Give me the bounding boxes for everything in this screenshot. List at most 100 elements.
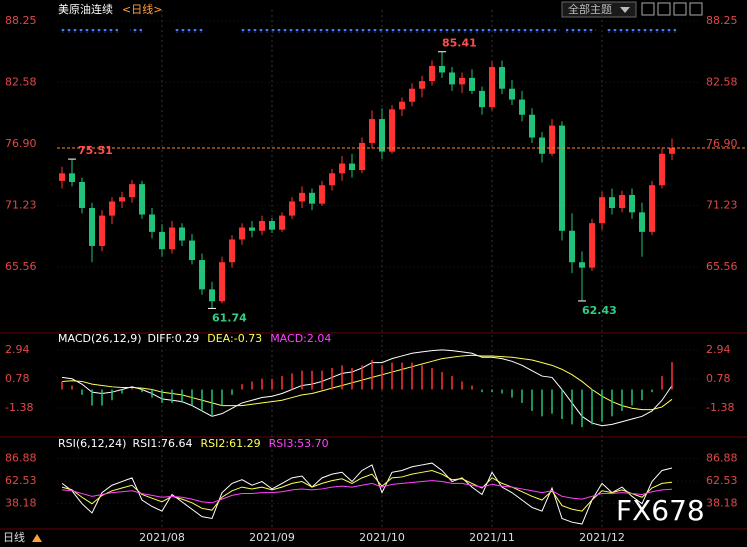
candle-body bbox=[399, 101, 405, 110]
candle-body bbox=[559, 125, 565, 231]
y-tick-label: 71.23 bbox=[5, 199, 37, 212]
candle-body bbox=[319, 185, 325, 204]
theme-dropdown[interactable] bbox=[561, 1, 637, 18]
candle-body bbox=[499, 67, 505, 89]
candle-body bbox=[109, 201, 115, 216]
signal-dots bbox=[60, 29, 676, 33]
candle-body bbox=[429, 65, 435, 82]
candle-body bbox=[189, 240, 195, 261]
y-tick-label-right: 38.18 bbox=[706, 497, 738, 510]
x-tick-label: 2021/11 bbox=[469, 531, 515, 544]
y-tick-label: 2.94 bbox=[5, 343, 30, 356]
candle-body bbox=[649, 185, 655, 232]
y-tick-label-right: 88.25 bbox=[706, 14, 738, 27]
theme-text[interactable]: 全部主题 bbox=[568, 2, 612, 16]
icon-button[interactable] bbox=[673, 2, 687, 16]
legend-entry: MACD:2.04 bbox=[270, 332, 331, 345]
candle-body bbox=[179, 227, 185, 241]
candle-body bbox=[629, 194, 635, 213]
y-tick-label: 0.78 bbox=[5, 372, 30, 385]
candle-body bbox=[539, 137, 545, 154]
y-tick-label: 86.88 bbox=[5, 452, 37, 465]
candle-body bbox=[59, 173, 65, 181]
candle-body bbox=[519, 99, 525, 115]
y-tick-label: 65.56 bbox=[5, 260, 37, 273]
candle-body bbox=[329, 173, 335, 186]
instrument-title: 美原油连续 bbox=[58, 2, 113, 16]
candle-body bbox=[489, 67, 495, 108]
candle-body bbox=[239, 227, 245, 240]
legend-entry: RSI2:61.29 bbox=[201, 437, 261, 450]
candle-body bbox=[439, 65, 445, 73]
icon-button[interactable] bbox=[689, 2, 703, 16]
indicator-line bbox=[61, 469, 673, 512]
candle-body bbox=[349, 163, 355, 171]
candle-body bbox=[479, 90, 485, 108]
candle-body bbox=[579, 262, 585, 268]
x-tick-label: 2021/12 bbox=[579, 531, 625, 544]
period-label[interactable]: <日线> bbox=[122, 2, 162, 16]
footer-arrow[interactable] bbox=[32, 534, 42, 542]
x-tick-label: 2021/08 bbox=[139, 531, 185, 544]
candle-body bbox=[659, 153, 665, 186]
candle-body bbox=[609, 197, 615, 209]
candle-body bbox=[589, 223, 595, 268]
watermark: FX678 bbox=[616, 494, 705, 527]
candle-body bbox=[409, 88, 415, 102]
candle-body bbox=[99, 215, 105, 246]
candle-body bbox=[169, 227, 175, 250]
candle-body bbox=[549, 125, 555, 154]
indicator-title: RSI(6,12,24) bbox=[58, 437, 126, 450]
candle-body bbox=[129, 184, 135, 198]
toolbar-icons bbox=[641, 2, 703, 16]
y-tick-label-right: 82.58 bbox=[706, 75, 738, 88]
candle-body bbox=[199, 260, 205, 290]
dropdown-arrow[interactable] bbox=[620, 7, 630, 13]
extreme-label: 85.41 bbox=[442, 37, 477, 50]
y-tick-label: 76.90 bbox=[5, 137, 37, 150]
icon-button[interactable] bbox=[657, 2, 671, 16]
candle-body bbox=[229, 239, 235, 263]
footer-period[interactable]: 日线 bbox=[3, 530, 25, 544]
indicator-title: MACD(26,12,9) bbox=[58, 332, 142, 345]
candle-body bbox=[599, 197, 605, 224]
candle-body bbox=[269, 221, 275, 230]
candle-body bbox=[359, 142, 365, 171]
icon-button[interactable] bbox=[641, 2, 655, 16]
candle-body bbox=[159, 231, 165, 250]
candle-body bbox=[89, 208, 95, 246]
y-tick-label-right: 86.88 bbox=[706, 452, 738, 465]
y-tick-label-right: -1.38 bbox=[706, 401, 734, 414]
legend-entry: DEA:-0.73 bbox=[207, 332, 262, 345]
y-tick-label-right: 71.23 bbox=[706, 199, 738, 212]
indicator-line bbox=[61, 480, 673, 504]
extreme-label: 75.51 bbox=[78, 144, 113, 157]
legend-entry: RSI3:53.70 bbox=[269, 437, 329, 450]
y-tick-label-right: 62.53 bbox=[706, 474, 738, 487]
y-tick-label: 88.25 bbox=[5, 14, 37, 27]
y-tick-label: 38.18 bbox=[5, 497, 37, 510]
candle-body bbox=[279, 215, 285, 230]
candle-body bbox=[569, 230, 575, 263]
y-tick-label-right: 65.56 bbox=[706, 260, 738, 273]
candle-body bbox=[369, 119, 375, 143]
indicator-line bbox=[61, 462, 673, 525]
candle-body bbox=[79, 181, 85, 209]
y-tick-label-right: 76.90 bbox=[706, 137, 738, 150]
candle-body bbox=[299, 192, 305, 202]
y-tick-label: 82.58 bbox=[5, 75, 37, 88]
candle-body bbox=[289, 201, 295, 216]
candle-body bbox=[529, 114, 535, 138]
extreme-label: 62.43 bbox=[582, 304, 617, 317]
candle-body bbox=[639, 212, 645, 232]
candle-body bbox=[619, 194, 625, 209]
y-tick-label-right: 0.78 bbox=[706, 372, 731, 385]
candle-body bbox=[389, 109, 395, 152]
candle-body bbox=[419, 81, 425, 89]
candle-body bbox=[259, 221, 265, 231]
candle-body bbox=[209, 289, 215, 302]
candle-body bbox=[149, 214, 155, 232]
candle-body bbox=[449, 72, 455, 85]
x-tick-label: 2021/09 bbox=[249, 531, 295, 544]
